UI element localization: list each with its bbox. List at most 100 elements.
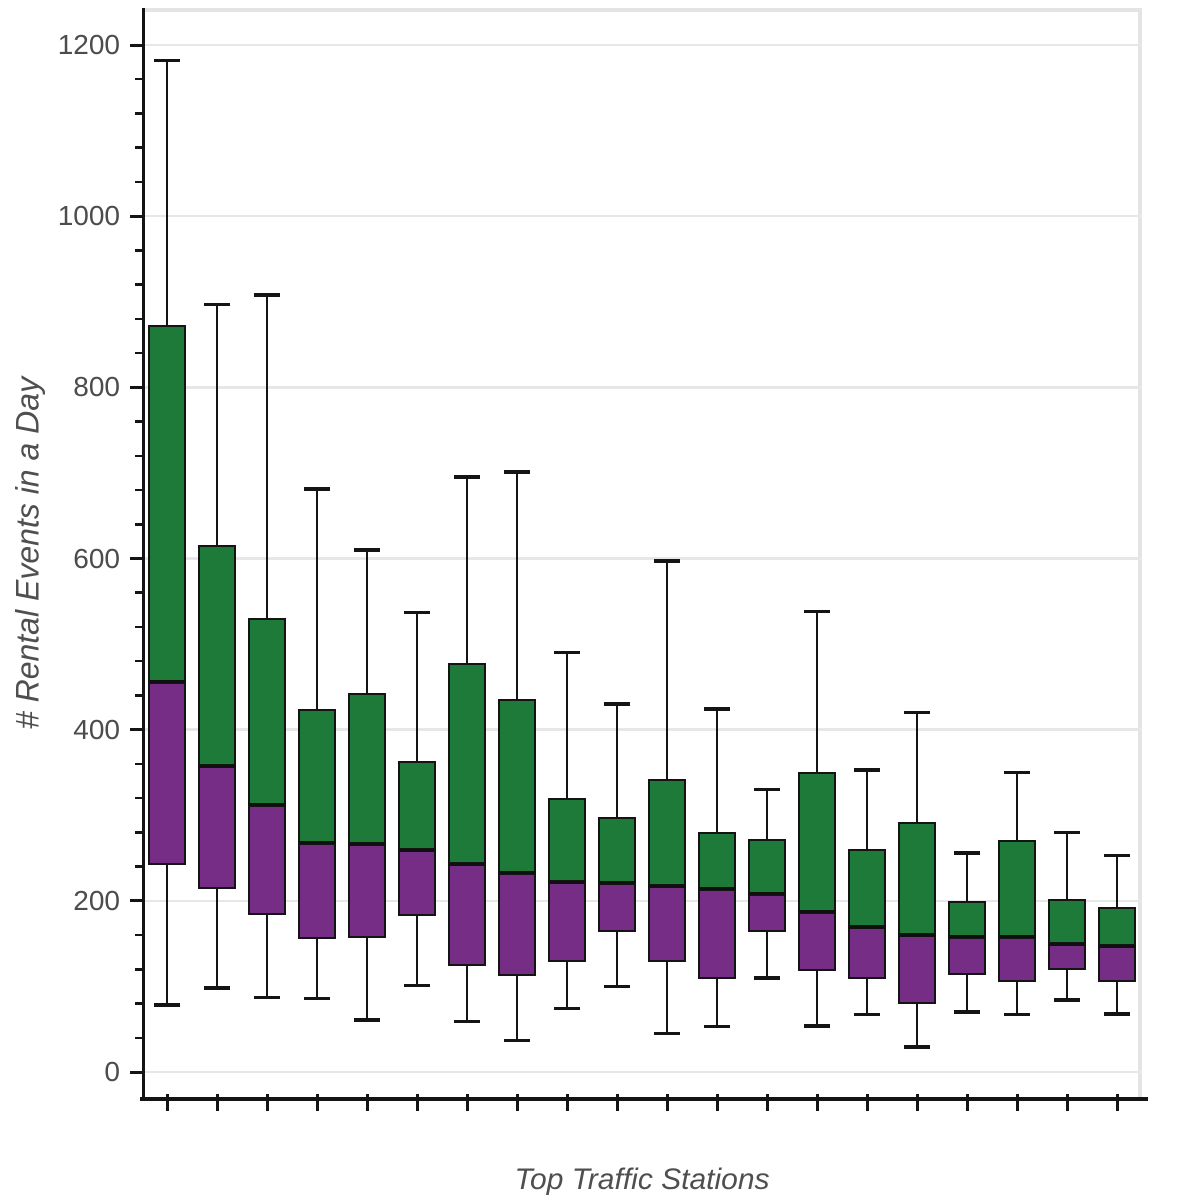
upper-whisker-station-10 <box>615 703 619 817</box>
lower-whisker-cap-station-4 <box>304 996 330 1001</box>
y-major-tick-200 <box>130 899 143 903</box>
y-minor-tick-560 <box>135 591 143 594</box>
y-minor-tick-880 <box>135 317 143 321</box>
lower-box-station-1 <box>148 681 186 865</box>
lower-whisker-station-8 <box>515 976 519 1041</box>
lower-whisker-cap-station-16 <box>904 1045 930 1049</box>
lower-box-station-9 <box>548 882 586 962</box>
lower-box-station-18 <box>998 936 1036 983</box>
upper-box-station-5 <box>348 692 386 845</box>
y-minor-tick-1120 <box>135 112 143 115</box>
gridline-y-1200 <box>142 43 1142 47</box>
median-line-station-14 <box>798 910 836 914</box>
lower-box-station-20 <box>1098 946 1136 983</box>
x-tick-5 <box>365 1094 369 1111</box>
gridline-y-1000 <box>142 214 1142 218</box>
y-minor-tick-920 <box>135 283 143 286</box>
x-tick-4 <box>315 1094 319 1111</box>
gridline-y-600 <box>142 557 1142 560</box>
upper-whisker-station-14 <box>815 611 819 772</box>
upper-whisker-station-8 <box>515 472 519 699</box>
lower-whisker-station-14 <box>815 971 819 1026</box>
gridline-y-400 <box>142 728 1142 731</box>
upper-whisker-cap-station-19 <box>1054 830 1080 835</box>
upper-whisker-station-12 <box>715 709 719 833</box>
median-line-station-11 <box>648 884 686 888</box>
y-minor-tick-360 <box>135 762 143 766</box>
median-line-station-20 <box>1098 944 1136 948</box>
lower-whisker-station-12 <box>715 978 719 1027</box>
upper-whisker-station-7 <box>465 477 469 663</box>
lower-box-station-19 <box>1048 944 1086 971</box>
lower-box-station-14 <box>798 911 836 971</box>
y-tick-label-0: 0 <box>104 1056 120 1087</box>
upper-whisker-cap-station-5 <box>354 548 380 552</box>
y-minor-tick-40 <box>135 1036 143 1040</box>
y-major-tick-1000 <box>130 214 143 218</box>
lower-whisker-cap-station-2 <box>204 986 230 990</box>
median-line-station-17 <box>948 935 986 939</box>
upper-box-station-2 <box>198 544 236 767</box>
median-line-station-4 <box>298 841 336 845</box>
x-axis-line <box>140 1097 1148 1101</box>
x-tick-3 <box>265 1094 269 1111</box>
lower-whisker-cap-station-8 <box>504 1038 530 1043</box>
upper-whisker-station-17 <box>965 852 969 901</box>
upper-whisker-station-4 <box>315 489 319 710</box>
upper-whisker-cap-station-1 <box>154 58 180 63</box>
lower-whisker-station-9 <box>565 961 569 1009</box>
upper-whisker-cap-station-17 <box>954 851 980 855</box>
upper-whisker-station-13 <box>765 789 769 840</box>
lower-box-station-16 <box>898 935 936 1005</box>
y-tick-label-400: 400 <box>73 713 120 745</box>
lower-whisker-cap-station-14 <box>804 1024 830 1028</box>
upper-whisker-cap-station-7 <box>454 475 480 479</box>
x-tick-16 <box>915 1094 919 1111</box>
x-tick-14 <box>815 1094 819 1111</box>
lower-whisker-station-7 <box>465 965 469 1022</box>
y-minor-tick-1080 <box>135 146 143 149</box>
lower-box-station-6 <box>398 850 436 917</box>
lower-whisker-station-13 <box>765 931 769 978</box>
x-tick-20 <box>1115 1094 1119 1111</box>
lower-whisker-station-19 <box>1065 970 1069 1001</box>
upper-whisker-station-9 <box>565 652 569 799</box>
upper-box-station-11 <box>648 779 686 887</box>
lower-whisker-station-2 <box>215 888 219 989</box>
median-line-station-1 <box>148 680 186 684</box>
lower-whisker-cap-station-7 <box>454 1019 480 1024</box>
plot-panel <box>142 8 1142 1097</box>
y-minor-tick-440 <box>135 694 143 697</box>
x-tick-17 <box>965 1094 969 1111</box>
upper-whisker-cap-station-13 <box>754 787 780 792</box>
upper-whisker-station-6 <box>415 612 419 762</box>
x-tick-13 <box>765 1094 769 1111</box>
gridline-y-200 <box>142 899 1142 903</box>
lower-box-station-3 <box>248 804 286 915</box>
upper-whisker-station-11 <box>665 561 669 780</box>
lower-box-station-17 <box>948 936 986 976</box>
upper-whisker-station-3 <box>265 294 269 619</box>
upper-whisker-cap-station-10 <box>604 702 630 706</box>
lower-whisker-station-6 <box>415 916 419 986</box>
median-line-station-5 <box>348 842 386 846</box>
lower-whisker-cap-station-11 <box>654 1031 680 1036</box>
lower-box-station-2 <box>198 766 236 889</box>
lower-whisker-station-20 <box>1115 982 1119 1014</box>
lower-whisker-cap-station-5 <box>354 1018 380 1022</box>
upper-whisker-station-16 <box>915 712 919 823</box>
lower-whisker-station-15 <box>865 978 869 1015</box>
median-line-station-8 <box>498 871 536 875</box>
y-tick-label-600: 600 <box>73 542 120 574</box>
upper-whisker-station-5 <box>365 549 369 693</box>
lower-box-station-11 <box>648 886 686 962</box>
upper-whisker-station-20 <box>1115 855 1119 907</box>
upper-box-station-15 <box>848 849 886 928</box>
median-line-station-10 <box>598 881 636 885</box>
upper-box-station-3 <box>248 618 286 805</box>
x-axis-title: Top Traffic Stations <box>514 1163 770 1196</box>
lower-whisker-station-11 <box>665 961 669 1034</box>
y-minor-tick-120 <box>135 968 143 971</box>
x-tick-9 <box>565 1094 569 1111</box>
upper-box-station-7 <box>448 662 486 865</box>
